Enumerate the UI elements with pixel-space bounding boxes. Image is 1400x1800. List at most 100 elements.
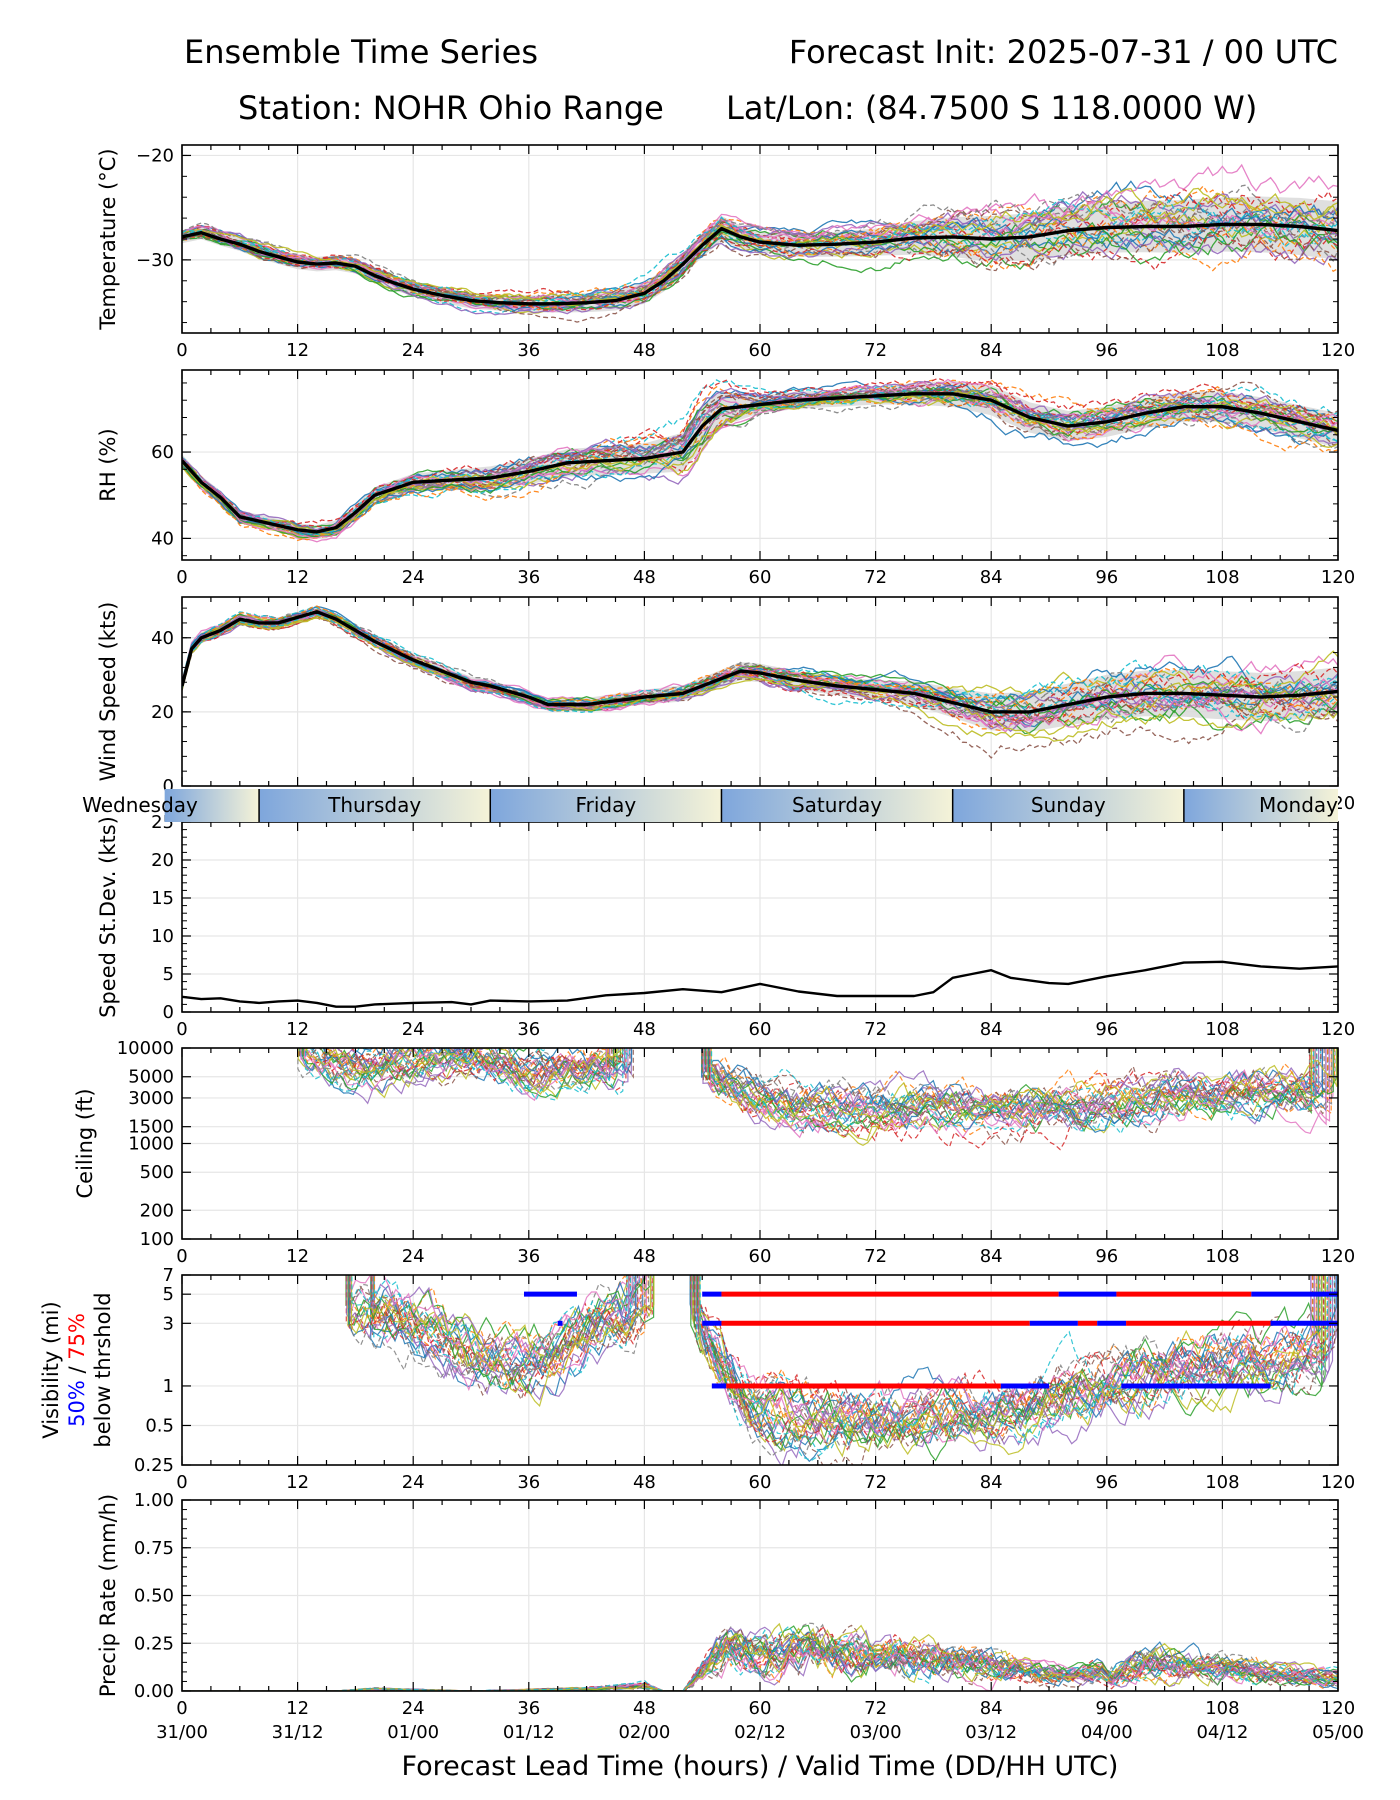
ensemble-mean-line — [182, 610, 1338, 714]
ensemble-member-line — [324, 1048, 627, 1091]
ensemble-member-line — [182, 380, 1338, 530]
x-tick-label: 72 — [864, 1019, 887, 1040]
x-tick-label: 84 — [980, 1472, 1003, 1493]
x-tick-label: 120 — [1321, 340, 1355, 361]
x-tick-label: 12 — [286, 1472, 309, 1493]
y-tick-label: 0.50 — [134, 1586, 174, 1607]
x-tick-label: 96 — [1095, 567, 1118, 588]
ensemble-member-line — [346, 1275, 644, 1366]
x-tick-label: 48 — [633, 1472, 656, 1493]
x-tick-label: 12 — [286, 1019, 309, 1040]
x-tick-label: 0 — [176, 1246, 187, 1267]
x-tick-label: 0 — [176, 1472, 187, 1493]
day-label: Sunday — [1031, 793, 1106, 817]
ensemble-member-line — [370, 1275, 655, 1360]
ensemble-member-line — [347, 1275, 655, 1370]
x-tick-label: 120 — [1321, 1019, 1355, 1040]
x-tick-label: 108 — [1205, 567, 1239, 588]
ensemble-member-line — [373, 1275, 640, 1378]
day-label: Wednesday — [82, 793, 198, 817]
valid-time-tick-label: 02/00 — [618, 1722, 670, 1743]
day-label: Thursday — [327, 793, 421, 817]
x-tick-label: 60 — [749, 340, 772, 361]
ensemble-member-line — [299, 1048, 629, 1105]
x-tick-label: 96 — [1095, 1698, 1118, 1719]
x-tick-label: 120 — [1321, 1246, 1355, 1267]
ensemble-member-line — [302, 1048, 600, 1086]
y-ticks-wind_speed: 0 20 40 — [151, 607, 1338, 797]
ensemble-member-line — [182, 389, 1338, 536]
ensemble-member-line — [303, 1048, 631, 1089]
visibility-label-line3: below thrshold — [91, 1292, 115, 1447]
x-tick-label: 12 — [286, 340, 309, 361]
x-ticks-visibility: 0 12 24 36 48 60 72 84 96 108 120 — [176, 1275, 1355, 1493]
ensemble-member-line — [348, 1275, 637, 1381]
valid-time-tick-label: 02/12 — [734, 1722, 786, 1743]
day-segment — [721, 789, 953, 822]
y-tick-label: 40 — [151, 528, 174, 549]
y-tick-label: 20 — [151, 850, 174, 871]
plot-area-ceiling — [297, 1048, 1338, 1151]
ensemble-member-line — [710, 1048, 1333, 1137]
panel-precip_rate: 0 12 24 36 48 60 72 84 96 108 120 31/00 31/12 01/00 01… — [96, 1490, 1364, 1743]
x-tick-label: 12 — [286, 1246, 309, 1267]
x-tick-label: 24 — [402, 567, 425, 588]
y-ticks-visibility: 0.25 0.5 1 3 57 — [134, 1265, 1338, 1476]
pct50-label: 50% — [65, 1380, 89, 1427]
y-tick-label: 10000 — [117, 1038, 174, 1059]
x-tick-label: 36 — [517, 1472, 540, 1493]
valid-time-tick-label: 31/12 — [272, 1722, 324, 1743]
ensemble-member-line — [704, 1048, 1332, 1136]
ensemble-member-line — [708, 1048, 1334, 1131]
ensemble-member-line — [301, 1048, 633, 1081]
ensemble-member-line — [370, 1275, 649, 1358]
day-band: Wednesday Thursday Friday Saturday Sunday Mon… — [82, 789, 1338, 822]
x-tick-label: 24 — [402, 1246, 425, 1267]
y-tick-label: 0.75 — [134, 1538, 174, 1559]
x-tick-label: 96 — [1095, 1472, 1118, 1493]
y-tick-label: 200 — [140, 1200, 174, 1221]
y-tick-label: 60 — [151, 442, 174, 463]
panels-layer: 0 12 24 36 48 60 72 84 96 108 120−20−30Temperature… — [39, 144, 1364, 1743]
x-tick-label: 108 — [1205, 1698, 1239, 1719]
plot-area-speed_stdev — [182, 960, 1338, 1008]
x-tick-label: 84 — [980, 1019, 1003, 1040]
panel-rh: 0 12 24 36 48 60 72 84 96 108 120 40 60 RH (%) — [96, 369, 1355, 588]
y-ticks-rh: 40 60 — [151, 382, 1338, 557]
y-tick-label: 0.5 — [145, 1415, 174, 1436]
ensemble-member-line — [699, 1275, 1323, 1453]
x-tick-label: 36 — [517, 340, 540, 361]
x-ticks-temperature: 0 12 24 36 48 60 72 84 96 108 120 — [176, 145, 1355, 361]
valid-time-tick-label: 03/12 — [965, 1722, 1017, 1743]
y-tick-label: 3000 — [128, 1088, 174, 1109]
x-tick-label: 48 — [633, 340, 656, 361]
ensemble-member-line — [182, 190, 1338, 312]
ensemble-member-line — [706, 1048, 1325, 1147]
x-tick-label: 36 — [517, 1246, 540, 1267]
ensemble-member-line — [701, 1048, 1336, 1123]
x-tick-label: 24 — [402, 1698, 425, 1719]
valid-time-tick-label: 04/00 — [1081, 1722, 1133, 1743]
ensemble-member-line — [350, 1275, 646, 1388]
x-tick-label: 36 — [517, 567, 540, 588]
x-tick-label: 0 — [176, 1019, 187, 1040]
y-tick-label: 20 — [151, 702, 174, 723]
ensemble-member-line — [182, 229, 1338, 323]
ensemble-member-line — [182, 187, 1338, 306]
ensemble-mean-line — [182, 392, 1338, 534]
x-tick-label: 96 — [1095, 340, 1118, 361]
ensemble-member-line — [708, 1048, 1329, 1120]
valid-time-tick-label: 03/00 — [850, 1722, 902, 1743]
y-tick-label: 1.00 — [134, 1490, 174, 1511]
ensemble-member-line — [699, 1275, 1328, 1453]
ensemble-member-line — [693, 1275, 1323, 1462]
visibility-label-line1: Visibility (mi) — [39, 1301, 63, 1438]
y-axis-label-temperature: Temperature (°C) — [96, 148, 120, 330]
x-tick-label: 72 — [864, 1246, 887, 1267]
y-tick-label: 5000 — [128, 1067, 174, 1088]
x-tick-label: 84 — [980, 340, 1003, 361]
x-tick-label: 96 — [1095, 1019, 1118, 1040]
